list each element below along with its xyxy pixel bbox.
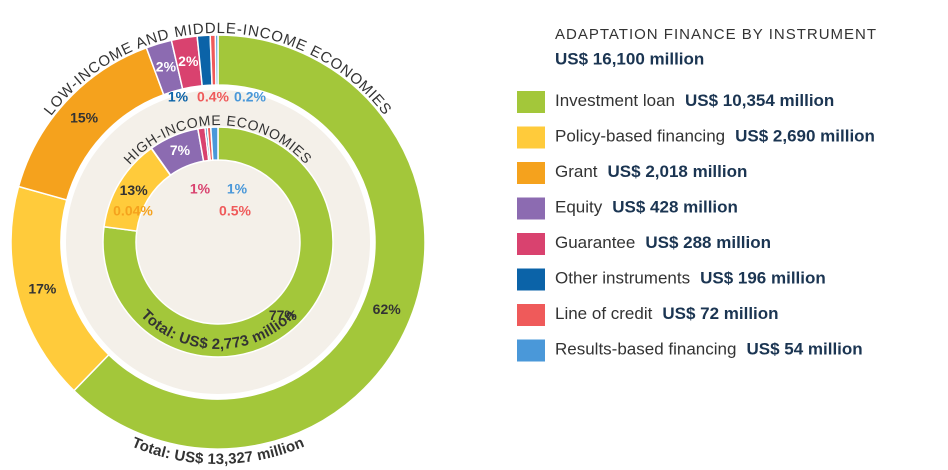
- legend-swatch: [517, 233, 545, 255]
- legend-entry: Investment loan US$ 10,354 million: [555, 91, 834, 110]
- value-label: 62%: [373, 301, 402, 317]
- legend-entry: Other instruments US$ 196 million: [555, 269, 826, 288]
- segment: [214, 34, 219, 86]
- legend-swatch: [517, 126, 545, 149]
- legend-swatch: [517, 339, 545, 362]
- chart-title: ADAPTATION FINANCE BY INSTRUMENT: [555, 26, 877, 43]
- segment: [209, 126, 219, 161]
- legend-swatch: [517, 268, 545, 291]
- value-label: 1%: [168, 89, 189, 105]
- legend-amount: US$ 54 million: [746, 340, 862, 359]
- legend-amount: US$ 288 million: [645, 233, 771, 252]
- legend-entry: Policy-based financing US$ 2,690 million: [555, 127, 875, 146]
- legend-label: Equity: [555, 198, 603, 217]
- legend-entry: Grant US$ 2,018 million: [555, 162, 747, 181]
- legend-label: Investment loan: [555, 91, 675, 110]
- legend-swatch: [517, 91, 545, 113]
- legend-label: Line of credit: [555, 304, 653, 323]
- legend-amount: US$ 72 million: [662, 304, 778, 323]
- value-label: 0.4%: [197, 89, 229, 105]
- value-label: 15%: [70, 109, 99, 125]
- legend-entry: Results-based financing US$ 54 million: [555, 340, 863, 359]
- value-label: 77%: [269, 307, 298, 323]
- legend-label: Policy-based financing: [555, 127, 725, 146]
- value-label: 0.04%: [113, 203, 153, 219]
- value-label: 2%: [156, 58, 177, 74]
- value-label: 17%: [28, 280, 57, 296]
- chart-subtitle: US$ 16,100 million: [555, 49, 704, 68]
- legend-amount: US$ 196 million: [700, 269, 826, 288]
- legend-entry: Line of credit US$ 72 million: [555, 304, 779, 323]
- segment: [102, 126, 334, 358]
- legend-label: Guarantee: [555, 233, 635, 252]
- legend-entry: Equity US$ 428 million: [555, 198, 738, 217]
- value-label: 1%: [227, 181, 248, 197]
- legend-label: Grant: [555, 162, 598, 181]
- legend-amount: US$ 10,354 million: [685, 91, 834, 110]
- value-label: 7%: [170, 142, 191, 158]
- legend-swatch: [517, 197, 545, 220]
- legend-entry: Guarantee US$ 288 million: [555, 233, 771, 252]
- legend-amount: US$ 428 million: [612, 198, 738, 217]
- legend-label: Other instruments: [555, 269, 690, 288]
- value-label: 0.2%: [234, 89, 266, 105]
- legend-amount: US$ 2,690 million: [735, 127, 875, 146]
- legend-swatch: [517, 162, 545, 184]
- value-label: 0.5%: [219, 203, 251, 219]
- segment: [72, 34, 426, 450]
- value-label: 1%: [190, 181, 211, 197]
- legend-label: Results-based financing: [555, 340, 736, 359]
- legend-swatch: [517, 304, 545, 326]
- value-label: 13%: [120, 182, 149, 198]
- legend-amount: US$ 2,018 million: [608, 162, 748, 181]
- value-label: 2%: [178, 53, 199, 69]
